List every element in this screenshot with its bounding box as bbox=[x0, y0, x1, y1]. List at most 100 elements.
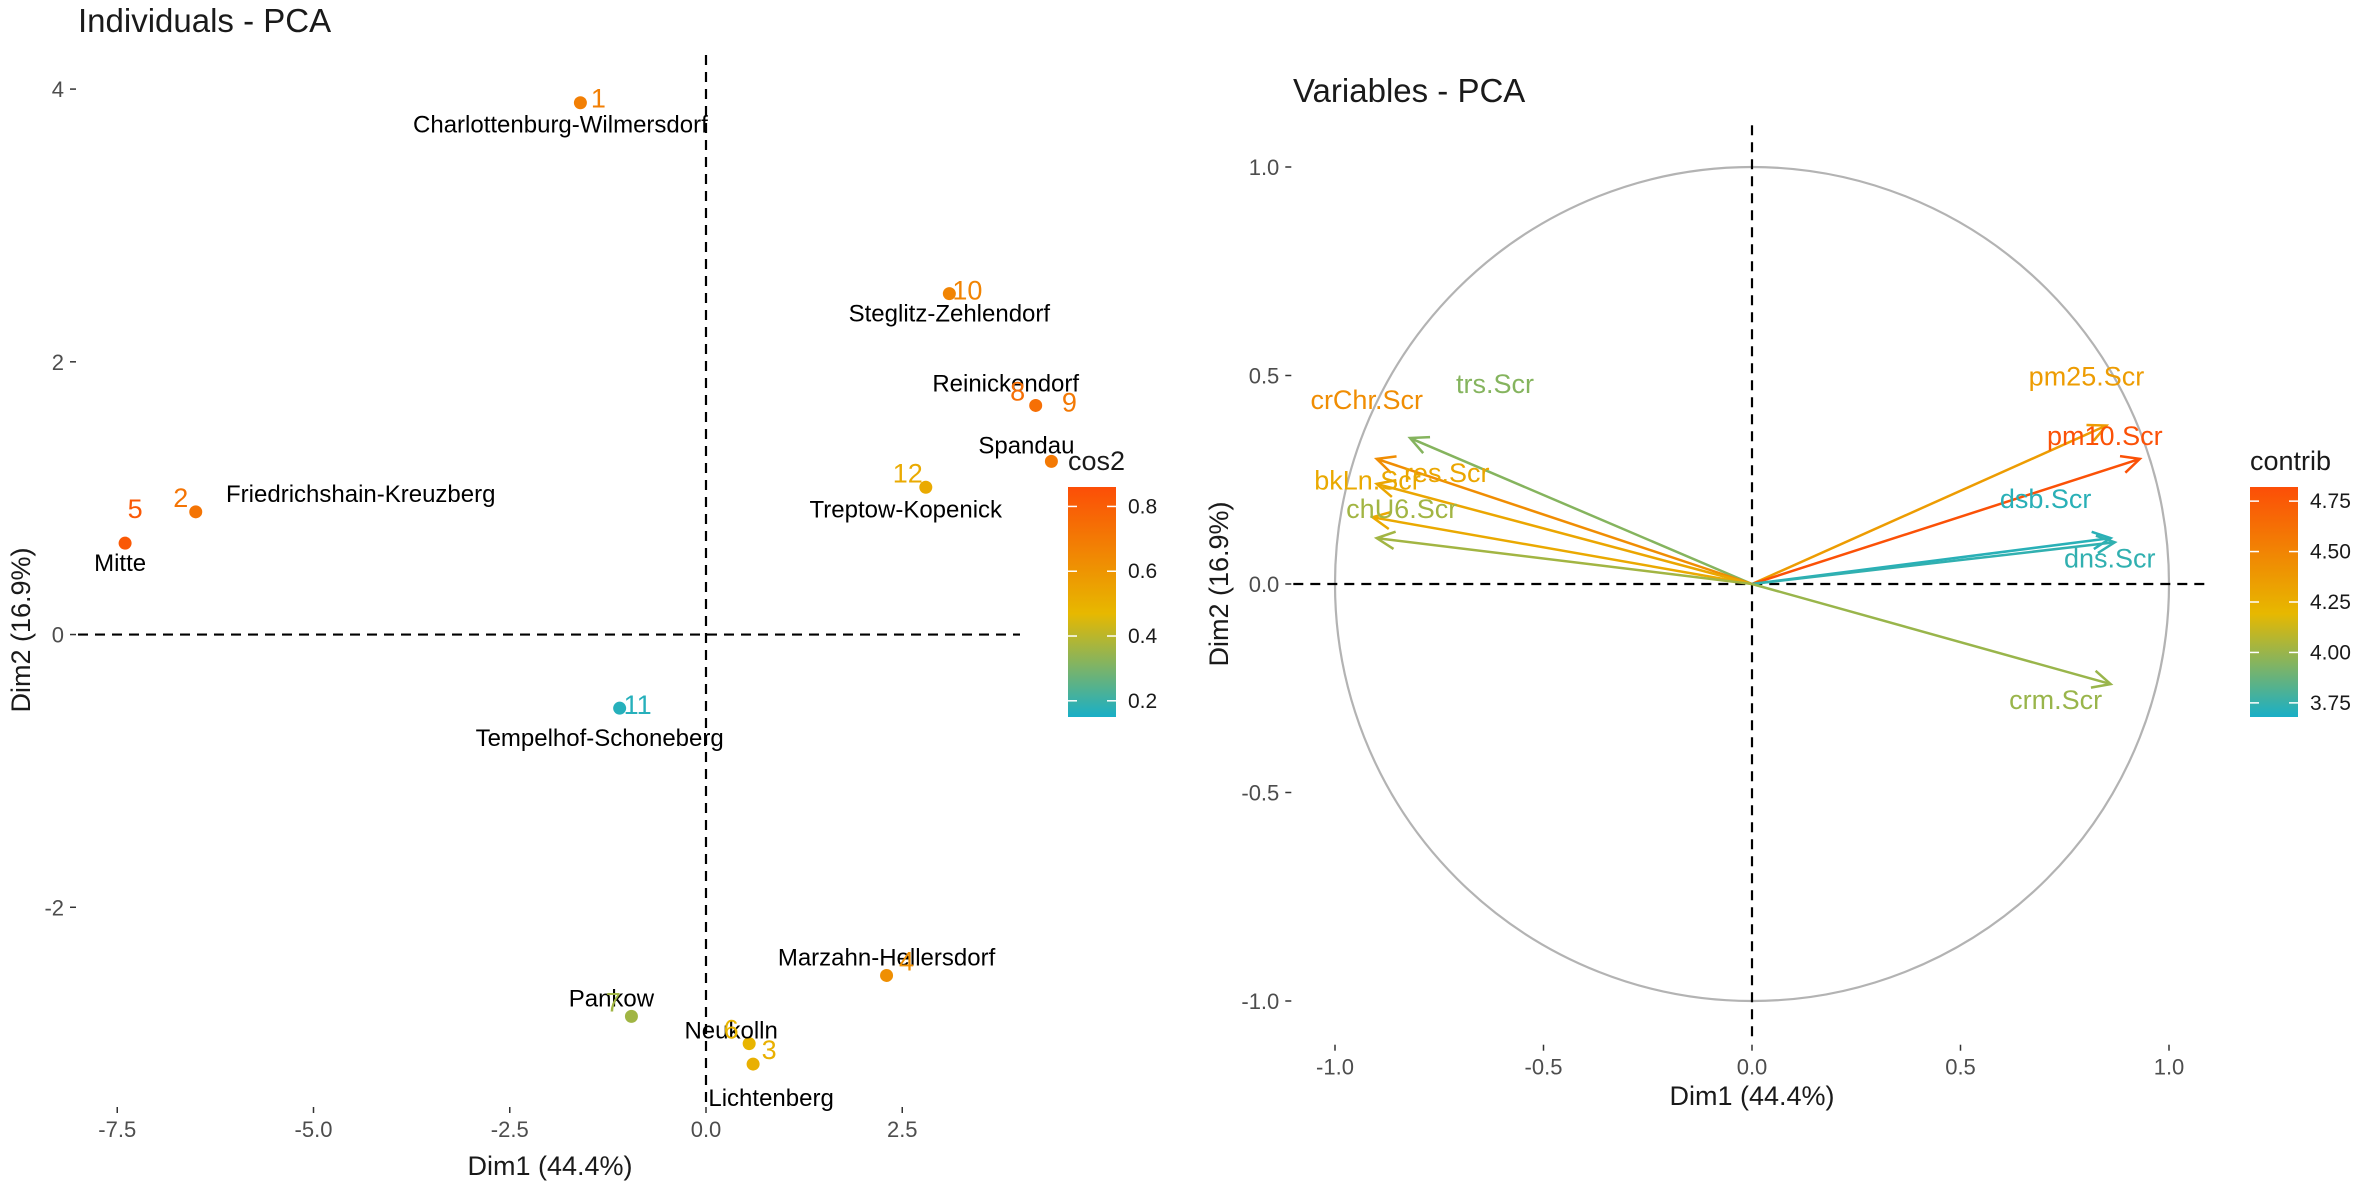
individuals-panel: Individuals - PCA -7.5 -5.0 -2.5 0.0 2.5 -2 0 2… bbox=[6, 2, 1158, 1181]
individual-number-label: 7 bbox=[606, 987, 621, 1017]
individual-number-label: 8 bbox=[1010, 376, 1025, 406]
cos2-tick-label: 0.8 bbox=[1128, 495, 1157, 518]
variable-label: chU6.Scr bbox=[1346, 494, 1457, 524]
individual-number-label: 3 bbox=[762, 1035, 777, 1065]
individuals-title: Individuals - PCA bbox=[78, 2, 331, 39]
variable-label: crChr.Scr bbox=[1310, 385, 1423, 415]
x-tick-label: -5.0 bbox=[295, 1117, 333, 1142]
variables-x-label: Dim1 (44.4%) bbox=[1669, 1081, 1834, 1111]
individual-point bbox=[1044, 454, 1058, 468]
x-tick-label: 0.0 bbox=[1737, 1055, 1768, 1080]
individual-name-label: Marzahn-Hellersdorf bbox=[778, 944, 996, 971]
individual-point bbox=[746, 1057, 760, 1071]
y-tick-label: 1.0 bbox=[1249, 155, 1280, 180]
x-tick-label: -0.5 bbox=[1525, 1055, 1563, 1080]
individual-name-label: Mitte bbox=[94, 550, 146, 577]
individuals-x-label: Dim1 (44.4%) bbox=[467, 1151, 632, 1181]
individual-point bbox=[919, 480, 933, 494]
individual-point bbox=[118, 536, 132, 550]
cos2-tick-label: 0.2 bbox=[1128, 690, 1157, 713]
y-tick-label: 0.0 bbox=[1249, 572, 1280, 597]
y-tick-label: 0 bbox=[52, 623, 64, 648]
variable-arrow bbox=[1751, 424, 2107, 586]
individual-number-label: 4 bbox=[899, 946, 914, 976]
cos2-colorbar bbox=[1068, 487, 1116, 717]
x-tick-label: 0.5 bbox=[1945, 1055, 1976, 1080]
contrib-tick-label: 3.75 bbox=[2310, 692, 2351, 715]
individual-name-label: Steglitz-Zehlendorf bbox=[849, 301, 1051, 328]
variable-arrow bbox=[1751, 541, 2115, 586]
contrib-legend-title: contrib bbox=[2250, 446, 2331, 476]
individual-number-label: 6 bbox=[724, 1015, 739, 1045]
variable-label: trs.Scr bbox=[1456, 369, 1534, 399]
variables-title: Variables - PCA bbox=[1293, 72, 1525, 109]
individual-name-label: Pankow bbox=[569, 985, 655, 1012]
variable-label: dsb.Scr bbox=[2000, 484, 2092, 514]
individual-name-label: Friedrichshain-Kreuzberg bbox=[226, 481, 495, 508]
y-tick-label: 2 bbox=[52, 350, 64, 375]
individual-point bbox=[624, 1009, 638, 1023]
cos2-legend-title: cos2 bbox=[1068, 446, 1125, 476]
variable-arrow bbox=[1751, 457, 2141, 586]
variable-arrowhead bbox=[2095, 534, 2118, 555]
variable-arrow bbox=[1372, 516, 1753, 586]
individuals-y-label: Dim2 (16.9%) bbox=[6, 547, 36, 712]
y-tick-label: -2 bbox=[44, 895, 64, 920]
individual-number-label: 5 bbox=[128, 494, 143, 524]
contrib-tick-label: 4.75 bbox=[2310, 490, 2351, 513]
y-tick-label: -0.5 bbox=[1241, 781, 1279, 806]
individual-point bbox=[942, 287, 956, 301]
contrib-tick-label: 4.25 bbox=[2310, 591, 2351, 614]
individual-number-label: 11 bbox=[624, 690, 652, 720]
x-tick-label: -2.5 bbox=[491, 1117, 529, 1142]
y-tick-label: -1.0 bbox=[1241, 989, 1279, 1014]
cos2-tick-label: 0.4 bbox=[1128, 625, 1158, 648]
individual-name-label: Lichtenberg bbox=[708, 1085, 833, 1112]
individual-point bbox=[1029, 398, 1043, 412]
variable-label: bkLn.Scr bbox=[1314, 465, 1421, 495]
variable-arrow bbox=[1376, 482, 1753, 586]
variable-arrowhead bbox=[1373, 530, 1397, 551]
variable-arrowhead bbox=[1369, 510, 1393, 530]
variable-label: dns.Scr bbox=[2064, 543, 2156, 573]
x-tick-label: 1.0 bbox=[2154, 1055, 2185, 1080]
individual-point bbox=[613, 701, 627, 715]
contrib-tick-label: 4.00 bbox=[2310, 641, 2351, 664]
individual-name-label: Neukolln bbox=[684, 1018, 777, 1045]
individual-name-label: Treptow-Kopenick bbox=[810, 496, 1004, 523]
variable-arrow bbox=[1751, 582, 2111, 686]
variable-arrowhead bbox=[1373, 455, 1397, 474]
individual-point bbox=[880, 968, 894, 982]
individual-name-label: Reinickendorf bbox=[932, 370, 1079, 397]
variable-label: pm10.Scr bbox=[2047, 421, 2163, 451]
variable-arrowhead bbox=[2090, 669, 2114, 689]
individual-point bbox=[742, 1037, 756, 1051]
variable-arrow bbox=[1409, 436, 1753, 586]
variable-arrowhead bbox=[1407, 435, 1431, 454]
individual-number-label: 1 bbox=[591, 84, 606, 114]
variables-y-label: Dim2 (16.9%) bbox=[1204, 501, 1234, 666]
contrib-tick-label: 4.50 bbox=[2310, 541, 2351, 564]
individual-point bbox=[189, 505, 203, 519]
individual-number-label: 2 bbox=[173, 483, 188, 513]
individual-number-label: 10 bbox=[952, 276, 982, 306]
contrib-legend: contrib 3.75 4.00 4.25 4.50 4.75 bbox=[2250, 446, 2351, 717]
variable-label: crm.Scr bbox=[2009, 685, 2102, 715]
cos2-tick-label: 0.6 bbox=[1128, 560, 1157, 583]
variables-panel: Variables - PCA -1.0 -0.5 0.0 0.5 1.0 -1.0 -0.… bbox=[1204, 72, 2351, 1111]
cos2-legend: cos2 0.2 0.4 0.6 0.8 bbox=[1068, 446, 1158, 717]
y-tick-label: 0.5 bbox=[1249, 364, 1280, 389]
variable-arrowhead bbox=[1373, 478, 1397, 498]
x-tick-label: -7.5 bbox=[98, 1117, 136, 1142]
x-tick-label: 0.0 bbox=[691, 1117, 722, 1142]
individual-name-label: Spandau bbox=[978, 432, 1074, 459]
individual-name-label: Tempelhof-Schoneberg bbox=[476, 725, 724, 752]
individual-point bbox=[573, 96, 587, 110]
individual-number-label: 12 bbox=[893, 458, 923, 488]
variable-arrow bbox=[1376, 536, 1753, 586]
individual-name-label: Charlottenburg-Wilmersdorf bbox=[413, 112, 708, 139]
variable-label: pm25.Scr bbox=[2029, 362, 2145, 392]
variable-arrow bbox=[1376, 457, 1753, 586]
individual-number-label: 9 bbox=[1062, 387, 1077, 417]
